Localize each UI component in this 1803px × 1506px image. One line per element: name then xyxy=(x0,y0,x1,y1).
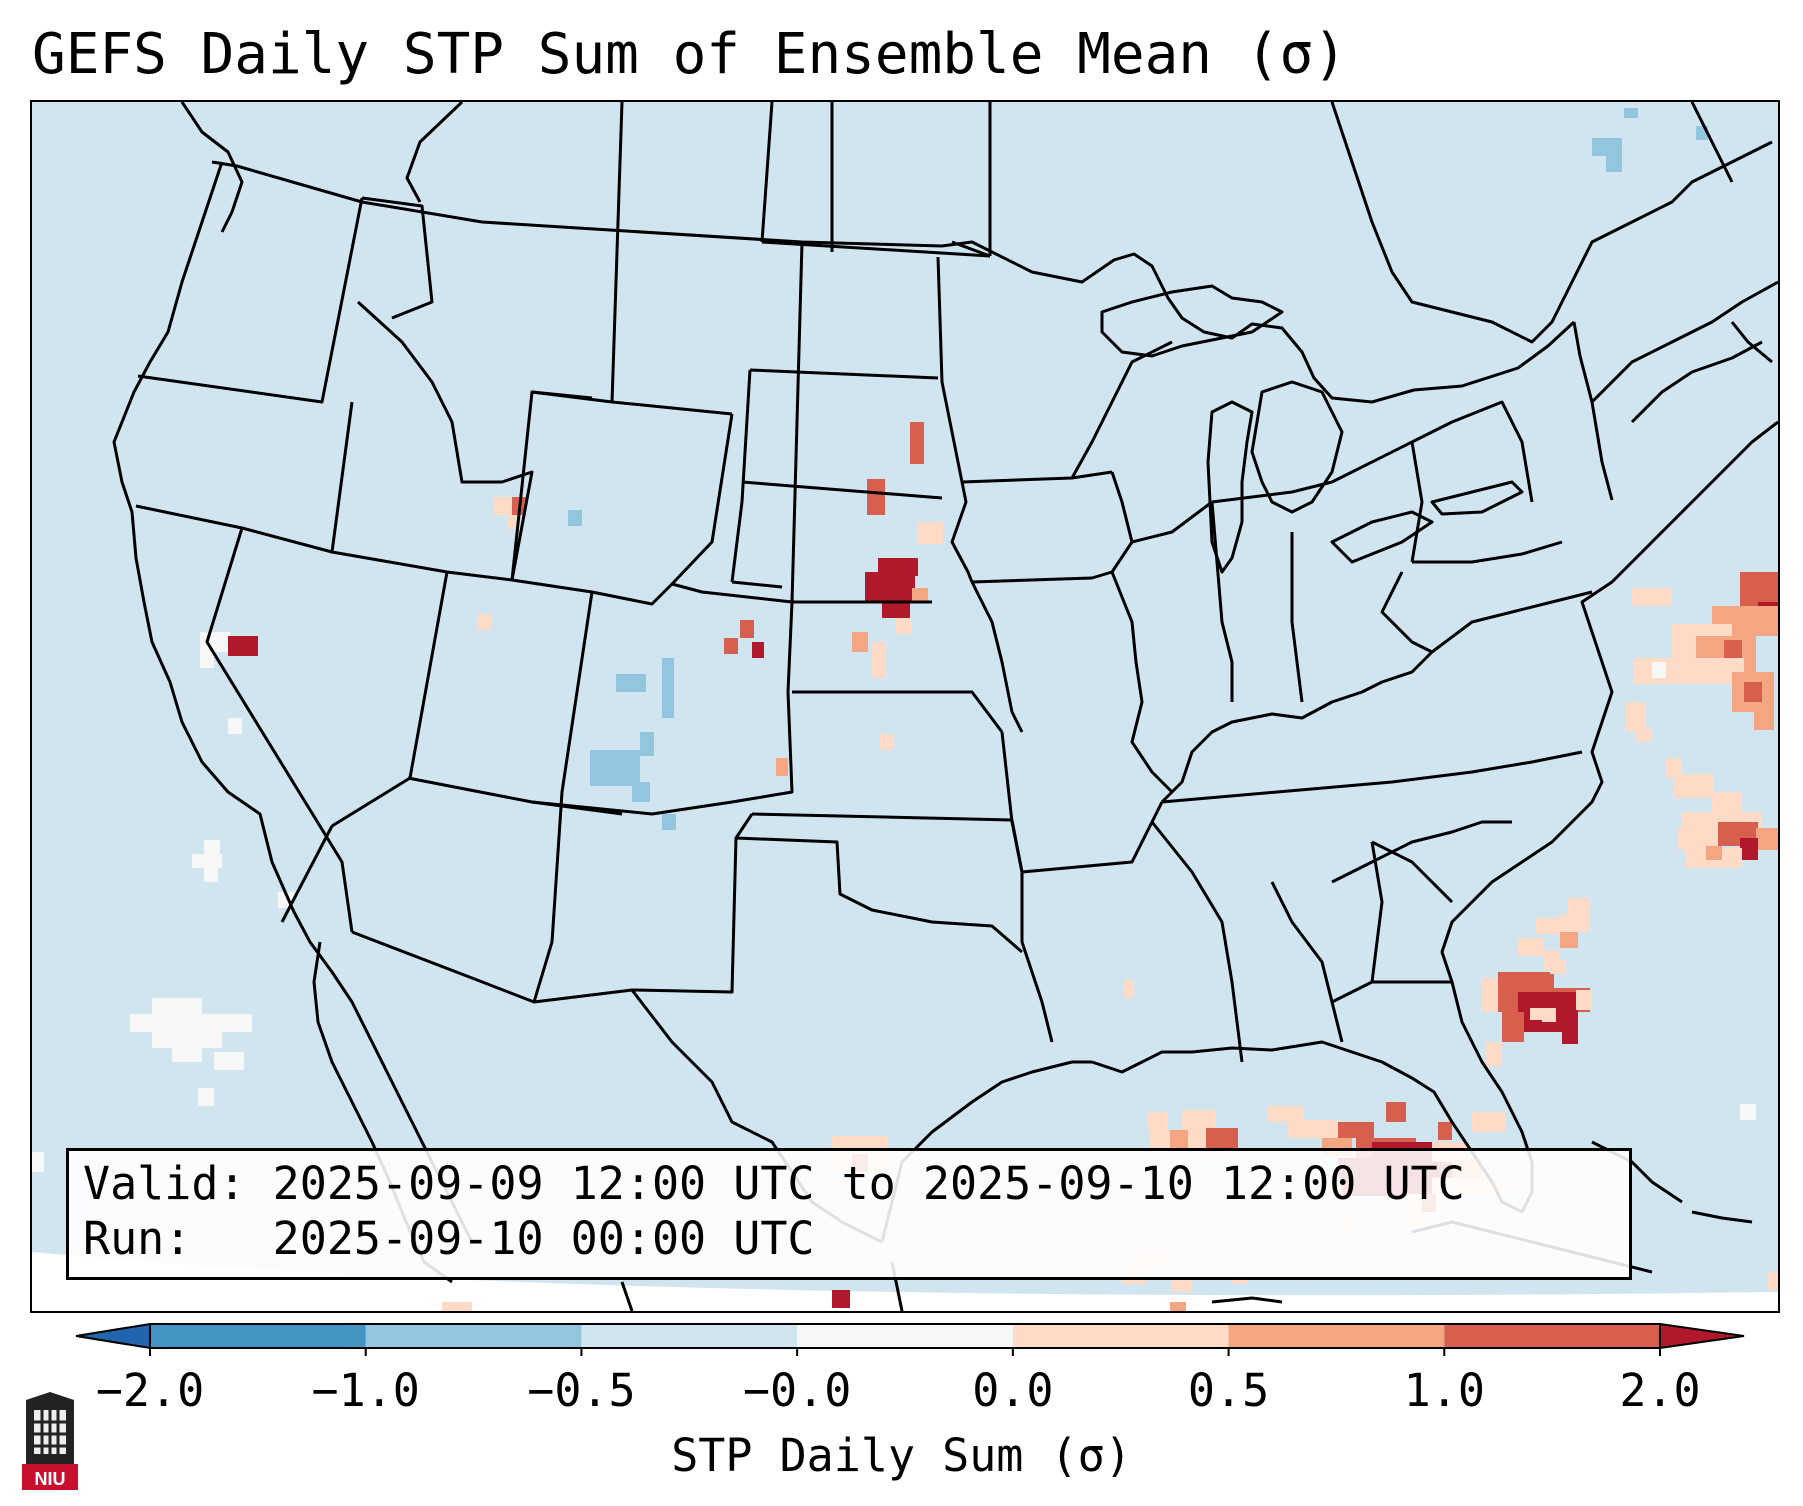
colorbar-cell xyxy=(797,1324,1013,1348)
valid-time-box: Valid: 2025-09-09 12:00 UTC to 2025-09-1… xyxy=(66,1148,1632,1280)
colorbar-tick-label: 2.0 xyxy=(1619,1364,1701,1417)
colorbar xyxy=(75,1322,1745,1356)
colorbar-cell xyxy=(1012,1324,1229,1348)
map-panel[interactable] xyxy=(30,100,1780,1313)
colorbar-tick-label: −0.5 xyxy=(527,1364,636,1417)
colorbar-cell xyxy=(1228,1324,1445,1348)
colorbar-extend-high xyxy=(1659,1322,1745,1350)
projection-edge xyxy=(32,1252,1778,1311)
colorbar-frame xyxy=(149,1323,1661,1349)
colorbar-tick-label: 0.5 xyxy=(1187,1364,1270,1417)
chart-title: GEFS Daily STP Sum of Ensemble Mean (σ) xyxy=(32,22,1347,87)
map-svg xyxy=(32,102,1778,1311)
colorbar-tick-label: −2.0 xyxy=(95,1364,205,1417)
run-value: 2025-09-10 00:00 UTC xyxy=(272,1212,815,1265)
colorbar-tick-label: −0.0 xyxy=(742,1364,852,1417)
colorbar-extend-low xyxy=(75,1322,151,1350)
valid-label: Valid: xyxy=(83,1157,246,1210)
svg-text:NIU: NIU xyxy=(35,1469,66,1489)
colorbar-tick-label: −1.0 xyxy=(311,1364,420,1417)
colorbar-cell xyxy=(1444,1324,1660,1348)
colorbar-cell xyxy=(581,1324,798,1348)
colorbar-cell xyxy=(365,1324,582,1348)
run-label: Run: xyxy=(83,1212,192,1265)
map-boundaries xyxy=(112,102,1778,1311)
colorbar-tick-label: 0.0 xyxy=(972,1364,1054,1417)
valid-value: 2025-09-09 12:00 UTC to 2025-09-10 12:00… xyxy=(272,1157,1465,1210)
colorbar-label: STP Daily Sum (σ) xyxy=(671,1429,1132,1482)
colorbar-tick-label: 1.0 xyxy=(1403,1364,1485,1417)
niu-logo: NIU xyxy=(22,1392,78,1490)
colorbar-cell xyxy=(150,1324,366,1348)
stp-cells xyxy=(32,108,1778,1311)
